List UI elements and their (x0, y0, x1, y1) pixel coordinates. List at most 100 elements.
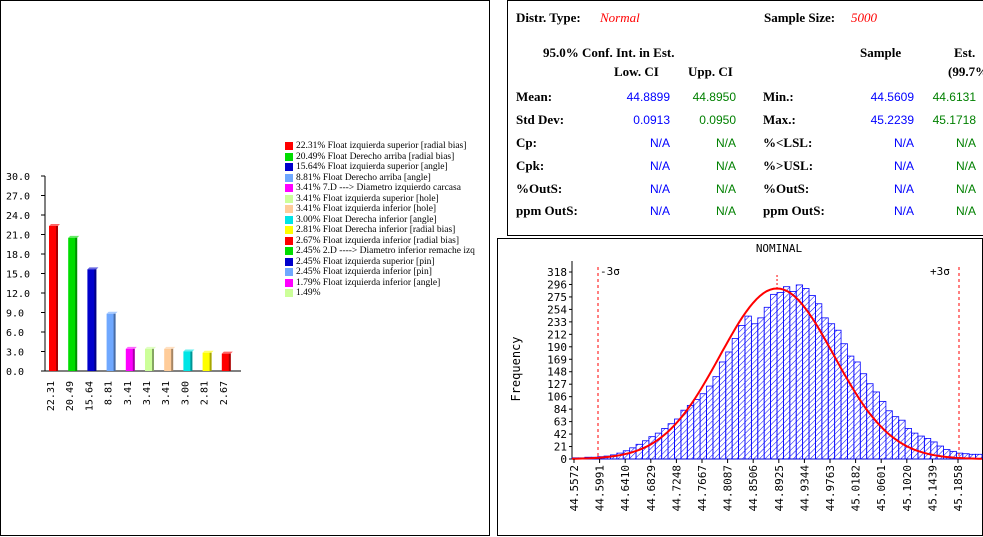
distr-type-label: Distr. Type: (516, 10, 581, 25)
pareto-bar (221, 351, 233, 371)
histogram-ytick-label: 212 (547, 328, 567, 341)
legend-text: 15.64% Float izquierda superior [angle] (296, 162, 448, 172)
stat-sample: N/A (893, 159, 914, 173)
legend-text: 3.41% Float izquierda superior [hole] (296, 193, 439, 204)
legend-item: 3.41% Float izquierda superior [hole] (285, 194, 490, 205)
ci-header: 95.0% Conf. Int. in Est. (543, 45, 675, 60)
legend-item: 3.41% 7.D ---> Diametro izquierdo carcas… (285, 183, 490, 194)
histogram-ytick-label: 254 (547, 303, 567, 316)
pareto-ytick-label: 27.0 (6, 192, 30, 203)
legend-text: 2.81% Float Derecha inferior [radial bia… (296, 225, 456, 235)
histogram-xtick-label: 44.6829 (645, 465, 658, 511)
legend-text: 8.81% Float Derecho arriba [angle] (296, 172, 431, 183)
pareto-bar-label: 3.00 (180, 381, 191, 405)
pareto-legend: 22.31% Float izquierda superior [radial … (285, 141, 490, 299)
legend-item: 2.45% Float izquierda superior [pin] (285, 257, 490, 268)
stat-label: Max.: (763, 112, 796, 127)
histogram-bar (904, 428, 912, 460)
pareto-bar (68, 235, 80, 371)
stat-label: %OutS: (516, 181, 563, 196)
stat-label: Std Dev: (516, 112, 565, 127)
stat-label: Min.: (763, 89, 794, 104)
pareto-bar (125, 346, 137, 371)
histogram-bar (648, 436, 656, 460)
stat-upp-ci: N/A (715, 182, 736, 196)
pareto-chart: 30.0 27.0 24.0 21.0 18.0 15.0 12.0 9.0 6.0 3.0 0.0… (6, 172, 241, 411)
pareto-bar (106, 311, 118, 371)
histogram-bar (725, 351, 733, 460)
legend-text: 1.49% (296, 288, 321, 298)
legend-item: 20.49% Float Derecho arriba [radial bias… (285, 152, 490, 163)
histogram-xtick-label: 44.7667 (696, 465, 709, 511)
pareto-ytick-label: 18.0 (6, 250, 30, 261)
histogram-bar (898, 419, 906, 460)
histogram-ytick-label: 63 (554, 416, 567, 429)
stat-label: ppm OutS: (763, 203, 825, 218)
legend-swatch (285, 194, 293, 203)
stat-sample: 45.2239 (870, 113, 914, 127)
legend-swatch (285, 247, 293, 255)
histogram-bar (712, 376, 720, 460)
pareto-bar (145, 346, 156, 371)
histogram-bar (847, 355, 855, 460)
est-header: Est. (954, 45, 976, 60)
histogram-xtick-label: 44.8506 (747, 465, 760, 511)
histogram-bar (763, 306, 771, 460)
histogram-bar (738, 325, 746, 460)
histogram-xtick-label: 45.0601 (875, 465, 888, 511)
legend-text: 3.41% Float izquierda inferior [hole] (296, 204, 437, 214)
stat-sample: N/A (893, 136, 914, 150)
pareto-bar (49, 223, 60, 371)
est-pct-header: (99.7%) (948, 64, 983, 79)
histogram-xtick-label: 44.6410 (619, 465, 632, 511)
histogram-bar (853, 361, 861, 460)
histogram-xtick-label: 44.5572 (568, 465, 581, 511)
stat-label: %>USL: (763, 158, 814, 173)
histogram-xtick-label: 44.7248 (670, 465, 683, 511)
legend-swatch (285, 152, 293, 161)
legend-item: 8.81% Float Derecho arriba [angle] (285, 173, 490, 184)
histogram-bar (686, 405, 695, 460)
histogram-bar (757, 317, 765, 460)
stat-est: N/A (955, 182, 976, 196)
pareto-ytick-label: 6.0 (6, 328, 24, 339)
stat-low-ci: 0.0913 (633, 113, 670, 127)
histogram-bar (917, 435, 925, 460)
histogram-bar (783, 286, 791, 460)
histogram-ytick-label: 0 (560, 453, 567, 466)
stat-est: N/A (955, 136, 976, 150)
histogram-bar (642, 440, 650, 460)
pareto-bar-label: 3.41 (161, 381, 172, 405)
stat-label: %<LSL: (763, 135, 813, 150)
legend-text: 22.31% Float izquierda superior [radial … (296, 141, 467, 151)
histogram-title: NOMINAL (756, 242, 803, 255)
stat-upp-ci: N/A (715, 159, 736, 173)
stat-low-ci: N/A (649, 204, 670, 218)
distr-type-value: Normal (600, 10, 640, 25)
histogram-ytick-label: 169 (547, 353, 567, 366)
histogram-bar (789, 291, 797, 460)
legend-text: 2.67% Float izquierda inferior [radial b… (296, 235, 460, 246)
histogram-bar (693, 399, 701, 460)
histogram-bar (834, 329, 842, 460)
histogram-bar (699, 393, 707, 460)
legend-swatch (285, 226, 293, 234)
histogram-bar (776, 292, 784, 460)
stat-upp-ci: 44.8950 (692, 90, 736, 104)
stat-label: %OutS: (763, 181, 810, 196)
histogram-ytick-label: 296 (547, 278, 567, 291)
legend-item: 15.64% Float izquierda superior [angle] (285, 162, 490, 173)
histogram-bar (770, 293, 778, 460)
minus-3-sigma-label: -3σ (600, 265, 620, 278)
pareto-bar-label: 20.49 (65, 381, 76, 411)
upp-ci-header: Upp. CI (688, 64, 733, 79)
histogram-ytick-label: 275 (547, 291, 567, 304)
histogram-ytick-label: 318 (547, 266, 567, 279)
plus-3-sigma-label: +3σ (930, 265, 950, 278)
legend-item: 1.79% Float izquierda inferior [angle] (285, 278, 490, 289)
histogram-xtick-label: 45.1020 (901, 465, 914, 511)
pareto-bar-label: 22.31 (46, 381, 57, 411)
stat-low-ci: N/A (649, 182, 670, 196)
histogram-bar (706, 385, 714, 460)
legend-text: 20.49% Float Derecho arriba [radial bias… (296, 151, 455, 162)
